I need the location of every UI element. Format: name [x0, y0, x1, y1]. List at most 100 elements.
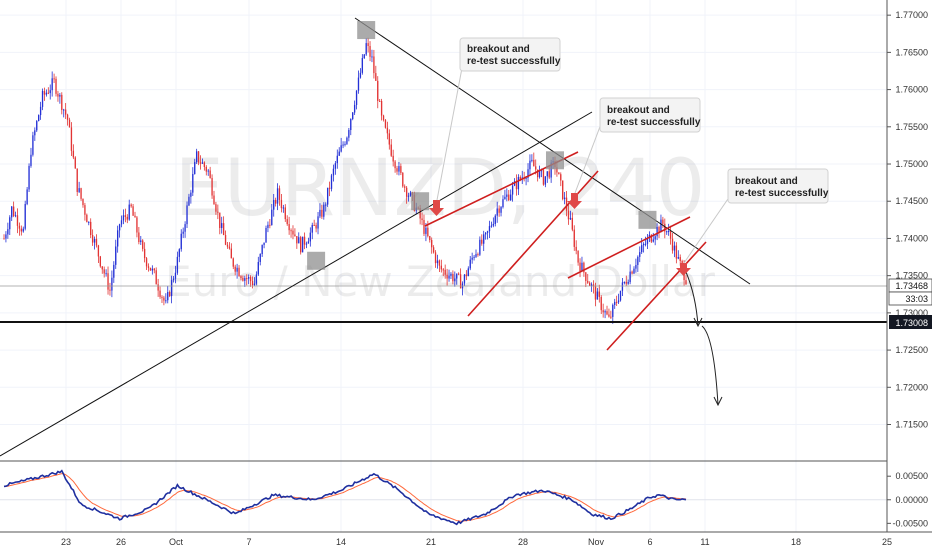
candle-body	[199, 162, 202, 164]
candle-body	[533, 159, 535, 167]
candle-body	[298, 237, 300, 244]
candle-body	[74, 157, 76, 169]
osc-tick-label: 0.00000	[895, 495, 928, 505]
candle-body	[103, 269, 105, 274]
annotation-1[interactable]: breakout and re-test successfully	[436, 37, 561, 201]
price-axis[interactable]: 1.77000 1.76500 1.76000 1.75500 1.75000 1.745…	[887, 10, 928, 430]
candle-body	[346, 137, 348, 144]
current-price-tag: 1.73468 33:03	[888, 278, 932, 306]
marker-square	[411, 192, 430, 211]
candle-body	[38, 115, 40, 122]
projection-arrow-2	[701, 325, 719, 406]
candle-body	[284, 207, 286, 220]
candle-body	[527, 169, 529, 178]
candle-body	[540, 170, 543, 172]
candle-body	[7, 229, 9, 235]
price-axis-bg	[887, 0, 932, 550]
candle-body	[172, 278, 175, 281]
candle-body	[463, 274, 466, 284]
candle-body	[488, 226, 491, 232]
candle-body	[498, 208, 500, 213]
channel-2-lower[interactable]	[606, 241, 707, 351]
candle-body	[113, 264, 115, 278]
price-tick-label: 1.76500	[895, 47, 928, 57]
annotation-2-line2: re-test successfully	[607, 117, 701, 128]
candle-body	[151, 268, 154, 271]
retest-arrow-2	[567, 193, 582, 209]
descending-trendline[interactable]	[354, 17, 751, 285]
candle-body	[267, 224, 269, 228]
osc-tick-label: 0.00500	[895, 471, 928, 481]
candle-body	[641, 245, 643, 253]
candle-body	[456, 273, 458, 279]
candle-body	[265, 227, 267, 243]
candle-body	[506, 194, 508, 197]
candle-body	[143, 248, 146, 259]
marker-square	[357, 21, 376, 40]
candle-body	[565, 197, 568, 211]
candle-body	[382, 115, 385, 120]
candle-body	[90, 221, 92, 235]
candle-body	[379, 100, 381, 102]
candle-body	[124, 215, 127, 217]
candle-body	[359, 72, 362, 78]
candle-body	[558, 172, 560, 175]
candle-body	[251, 281, 254, 286]
channel-2-upper[interactable]	[567, 216, 691, 279]
time-tick: 28	[518, 537, 528, 547]
marker-square	[638, 210, 657, 229]
candle-body	[12, 206, 15, 216]
time-tick: 23	[61, 537, 71, 547]
candle-body	[140, 240, 142, 243]
candle-body	[587, 280, 589, 283]
candle-body	[47, 92, 49, 94]
time-tick: 18	[791, 537, 801, 547]
time-axis[interactable]: 23 26 Oct 7 14 21 28 Nov 6 11 18 25	[61, 537, 892, 547]
candle-body	[627, 282, 629, 284]
candle-body	[621, 282, 624, 291]
oscillator-axis[interactable]: 0.00500 0.00000 -0.00500	[887, 471, 928, 528]
projection-arrow-1	[685, 271, 699, 327]
annotation-2[interactable]: breakout and re-test successfully	[574, 97, 701, 194]
candle-body	[436, 260, 439, 264]
candle-body	[454, 278, 456, 282]
candle-body	[664, 223, 666, 232]
candle-body	[221, 223, 223, 229]
countdown-value: 33:03	[905, 294, 928, 304]
candle-body	[563, 197, 566, 200]
annotation-2-line1: breakout and	[607, 105, 670, 116]
candle-body	[32, 135, 34, 155]
candle-body	[174, 272, 177, 279]
annotation-3[interactable]: breakout and re-test successfully	[683, 168, 829, 264]
candle-body	[340, 145, 342, 152]
candle-body	[296, 236, 298, 244]
candle-body	[247, 277, 250, 279]
candle-body	[579, 262, 581, 272]
candle-body	[444, 269, 446, 275]
support-price-tag: 1.73008	[889, 315, 932, 329]
candle-body	[671, 238, 674, 251]
candle-body	[276, 188, 279, 204]
retest-arrow-1	[429, 200, 444, 216]
ascending-trendline[interactable]	[0, 111, 593, 457]
candle-body	[452, 274, 454, 282]
candle-body	[429, 236, 431, 240]
candle-body	[450, 274, 452, 276]
candle-body	[26, 189, 28, 205]
candle-body	[419, 207, 421, 219]
candle-body	[367, 43, 369, 47]
candle-body	[255, 274, 258, 284]
candle-body	[490, 225, 493, 227]
projection-arrowhead-1	[693, 317, 703, 328]
candle-body	[560, 174, 562, 181]
candle-body	[515, 181, 518, 190]
candle-body	[510, 194, 512, 201]
candle-body	[249, 277, 252, 282]
candle-body	[432, 247, 435, 253]
candle-body	[596, 291, 599, 300]
time-tick: Nov	[588, 537, 605, 547]
candle-body	[180, 233, 182, 250]
candle-body	[380, 100, 383, 116]
candle-body	[637, 256, 639, 265]
